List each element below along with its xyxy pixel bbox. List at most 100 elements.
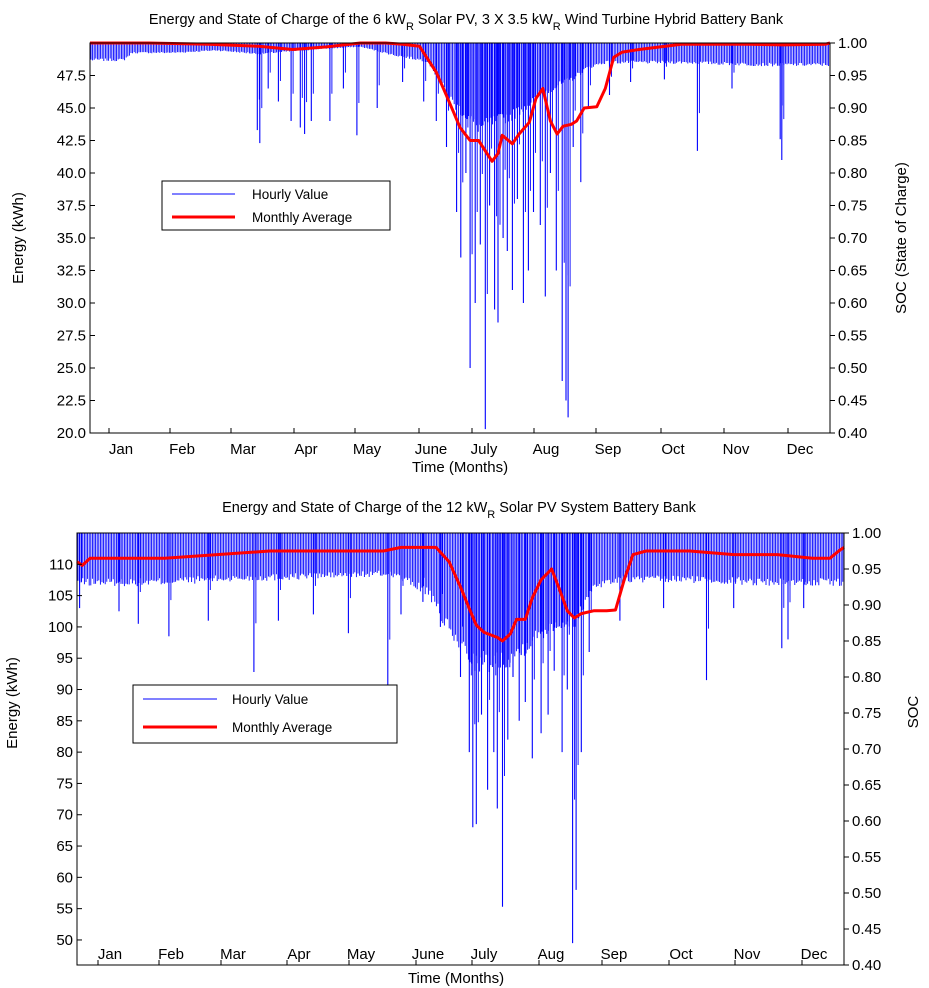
- bottom-legend-box: [132, 684, 398, 744]
- chart-top: Energy and State of Charge of the 6 kWR …: [10, 12, 910, 476]
- top-x-tick-label: Mar: [230, 441, 256, 458]
- bottom-y-tick-label: 70: [56, 807, 73, 824]
- bottom-y-tick-label: 105: [48, 588, 73, 605]
- top-x-axis-label: Time (Months): [412, 459, 508, 476]
- top-y-tick-label: 35.0: [57, 230, 86, 247]
- top-x-tick-label: Dec: [787, 441, 814, 458]
- chart-bottom: Energy and State of Charge of the 12 kWR…: [4, 500, 922, 987]
- bottom-y2-axis-label: SOC: [905, 696, 922, 729]
- bottom-legend: Hourly Value Monthly Average: [132, 684, 398, 744]
- top-y-axis-label: Energy (kWh): [10, 192, 27, 284]
- bottom-x-tick-label: Jan: [98, 946, 122, 963]
- bottom-y2-tick-label: 0.95: [852, 561, 881, 578]
- bottom-monthly-series: [76, 545, 845, 643]
- bottom-y-tick-label: 55: [56, 901, 73, 918]
- top-legend-box: [161, 180, 391, 231]
- bottom-legend-hourly-label: Hourly Value: [232, 692, 308, 707]
- top-legend: Hourly Value Monthly Average: [161, 180, 391, 231]
- top-y-ticks: 20.0 22.5 25.0 27.5 30.0 32.5 35.0 37.5 40.0 42.5…: [57, 68, 95, 442]
- top-y-tick-label: 32.5: [57, 263, 86, 280]
- bottom-y-tick-label: 100: [48, 619, 73, 636]
- top-x-tick-label: Aug: [533, 441, 560, 458]
- top-x-tick-label: Oct: [661, 441, 685, 458]
- top-x-tick-label: June: [415, 441, 448, 458]
- top-y-tick-label: 25.0: [57, 360, 86, 377]
- top-y-tick-label: 37.5: [57, 198, 86, 215]
- bottom-y2-tick-label: 0.65: [852, 777, 881, 794]
- bottom-x-tick-label: July: [471, 946, 498, 963]
- top-hourly-series: [90, 43, 830, 430]
- top-x-tick-label: May: [353, 441, 382, 458]
- top-y2-tick-label: 0.90: [838, 100, 867, 117]
- top-y2-tick-label: 0.80: [838, 165, 867, 182]
- top-y2-tick-label: 1.00: [838, 35, 867, 52]
- top-y2-axis-label: SOC (State of Charge): [893, 162, 910, 314]
- bottom-x-ticks: Jan Feb Mar Apr May June July Aug Sep Oct Nov Dec: [97, 946, 828, 965]
- top-x-tick-label: Sep: [595, 441, 622, 458]
- bottom-y2-tick-label: 1.00: [852, 525, 881, 542]
- top-y-tick-label: 20.0: [57, 425, 86, 442]
- bottom-x-axis-label: Time (Months): [408, 970, 504, 987]
- bottom-x-tick-label: Aug: [538, 946, 565, 963]
- bottom-y-tick-label: 110: [49, 556, 73, 573]
- bottom-x-tick-label: Oct: [669, 946, 693, 963]
- top-plot-area: [90, 43, 830, 433]
- bottom-y2-ticks: 0.40 0.45 0.50 0.55 0.60 0.65 0.70 0.75 0.80 0.85…: [844, 525, 881, 974]
- bottom-x-tick-label: May: [347, 946, 376, 963]
- bottom-y2-tick-label: 0.90: [852, 597, 881, 614]
- top-y2-tick-label: 0.85: [838, 133, 867, 150]
- top-y2-tick-label: 0.95: [838, 68, 867, 85]
- top-legend-hourly-label: Hourly Value: [252, 187, 328, 202]
- top-title: Energy and State of Charge of the 6 kWR …: [149, 12, 784, 33]
- top-y2-tick-label: 0.60: [838, 295, 867, 312]
- top-x-ticks: Jan Feb Mar Apr May June July Aug Sep Oct Nov Dec: [108, 428, 814, 458]
- top-y-tick-label: 47.5: [57, 68, 86, 85]
- bottom-x-tick-label: Mar: [220, 946, 246, 963]
- bottom-y2-tick-label: 0.60: [852, 813, 881, 830]
- top-y-tick-label: 42.5: [57, 133, 86, 150]
- top-x-tick-label: Feb: [169, 441, 195, 458]
- top-x-tick-label: Jan: [109, 441, 133, 458]
- bottom-legend-monthly-label: Monthly Average: [232, 720, 332, 735]
- top-y-tick-label: 45.0: [57, 100, 86, 117]
- bottom-x-tick-label: Feb: [158, 946, 184, 963]
- bottom-y-tick-label: 85: [56, 713, 73, 730]
- bottom-x-tick-label: Sep: [601, 946, 628, 963]
- top-y2-tick-label: 0.50: [838, 360, 867, 377]
- top-x-tick-label: July: [471, 441, 498, 458]
- bottom-y-tick-label: 75: [56, 775, 73, 792]
- top-y2-tick-label: 0.40: [838, 425, 867, 442]
- top-y-tick-label: 30.0: [57, 295, 86, 312]
- bottom-y2-tick-label: 0.50: [852, 885, 881, 902]
- top-x-tick-label: Nov: [723, 441, 750, 458]
- top-y-tick-label: 22.5: [57, 393, 86, 410]
- top-y2-tick-label: 0.45: [838, 393, 867, 410]
- bottom-x-tick-label: Apr: [287, 946, 310, 963]
- bottom-x-tick-label: Dec: [801, 946, 828, 963]
- bottom-y2-tick-label: 0.45: [852, 921, 881, 938]
- bottom-y-tick-label: 60: [56, 869, 73, 886]
- bottom-y-ticks: 50 55 60 65 70 75 80 85 90 95 100 105 110: [48, 556, 82, 949]
- bottom-hourly-series: [77, 533, 844, 944]
- bottom-x-tick-label: Nov: [734, 946, 761, 963]
- bottom-x-tick-label: June: [412, 946, 445, 963]
- bottom-y2-tick-label: 0.85: [852, 633, 881, 650]
- bottom-y2-tick-label: 0.55: [852, 849, 881, 866]
- bottom-y-axis-label: Energy (kWh): [4, 657, 21, 749]
- bottom-y2-tick-label: 0.40: [852, 957, 881, 974]
- top-y2-tick-label: 0.70: [838, 230, 867, 247]
- bottom-y2-tick-label: 0.70: [852, 741, 881, 758]
- top-legend-monthly-label: Monthly Average: [252, 210, 352, 225]
- bottom-y-tick-label: 65: [56, 838, 73, 855]
- bottom-y2-tick-label: 0.75: [852, 705, 881, 722]
- bottom-y-tick-label: 95: [56, 650, 73, 667]
- bottom-y-tick-label: 90: [56, 682, 73, 699]
- bottom-y-tick-label: 80: [56, 744, 73, 761]
- top-y2-tick-label: 0.75: [838, 198, 867, 215]
- top-y2-ticks: 0.40 0.45 0.50 0.55 0.60 0.65 0.70 0.75 0.80 0.85…: [830, 35, 867, 442]
- top-x-tick-label: Apr: [294, 441, 317, 458]
- top-y-tick-label: 27.5: [57, 328, 86, 345]
- top-y-tick-label: 40.0: [57, 165, 86, 182]
- top-y2-tick-label: 0.65: [838, 263, 867, 280]
